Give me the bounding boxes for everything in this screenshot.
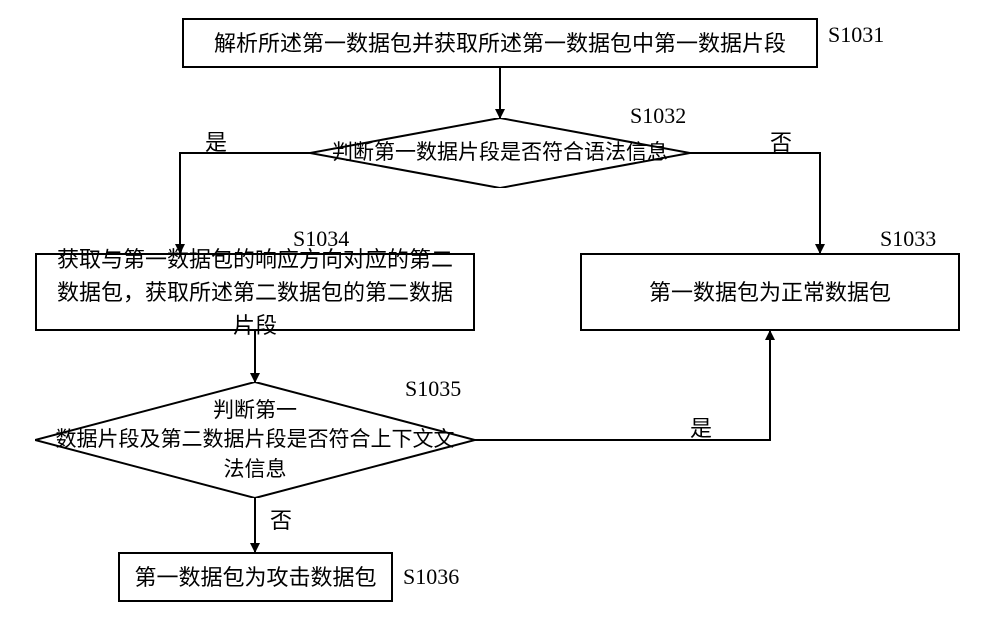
flowchart-canvas: 解析所述第一数据包并获取所述第一数据包中第一数据片段 S1031 判断第一数据片… [0,0,1000,641]
edges [0,0,1000,641]
